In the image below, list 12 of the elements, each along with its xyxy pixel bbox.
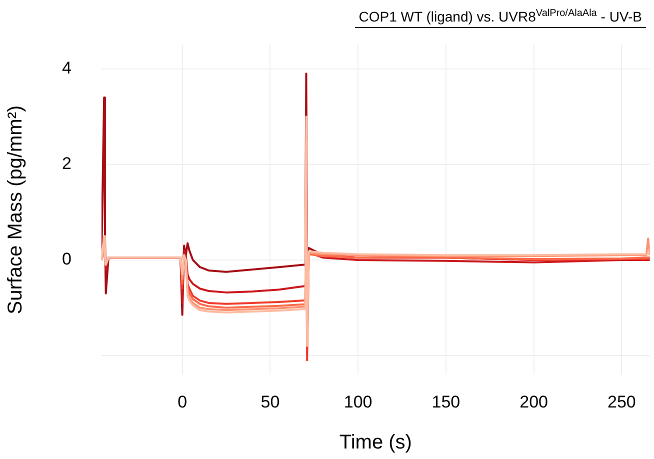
x-tick-label: 250	[608, 392, 636, 412]
x-axis-title: Time (s)	[339, 432, 412, 454]
y-tick-label: 2	[62, 154, 72, 174]
y-tick-label: 4	[62, 58, 72, 78]
x-tick-label: 0	[178, 392, 188, 412]
x-tick-label: 150	[432, 392, 460, 412]
chart-title: COP1 WT (ligand) vs. UVR8$^{ValPro/AlaAla}$ - UV-B	[354, 8, 646, 28]
x-tick-label: 50	[260, 392, 280, 412]
y-axis-title: Surface Mass (pg/mm²)	[4, 105, 27, 314]
y-tick-label: 0	[62, 250, 72, 269]
x-tick-label: 200	[520, 392, 548, 412]
x-tick-label: 100	[344, 392, 372, 412]
